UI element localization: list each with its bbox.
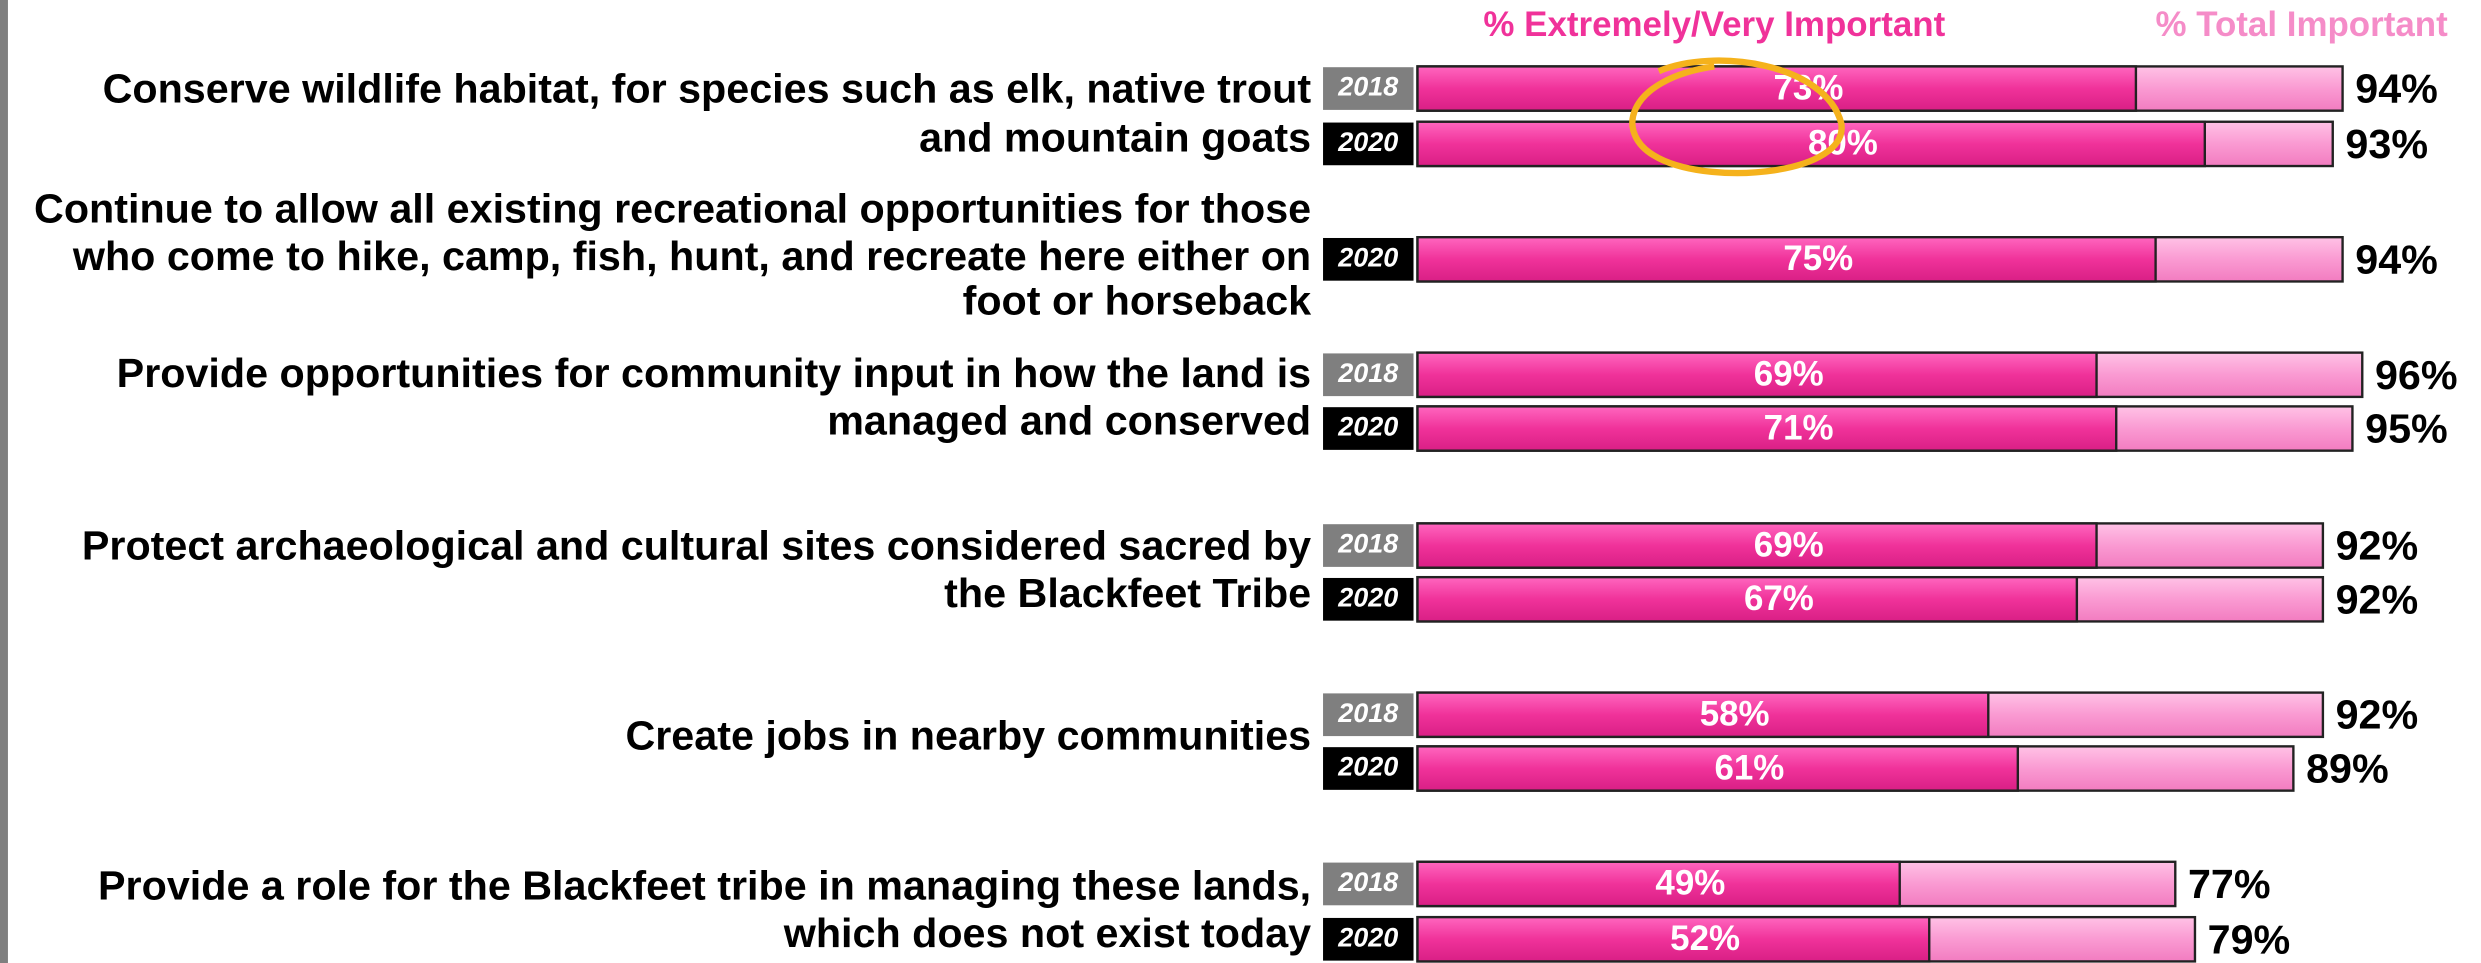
year-label: 2020 [1337,752,1398,782]
year-tag [1321,745,1416,792]
row-label: Provide a role for the Blackfeet tribe i… [98,863,1311,909]
year-label: 2020 [1337,922,1398,952]
row-label: Conserve wildlife habitat, for species s… [103,66,1312,112]
bar-extremely [1416,351,2098,399]
value-label: 71% [1764,408,1834,447]
total-label: 92% [2336,692,2419,738]
row-label: Protect archaeological and cultural site… [82,523,1311,569]
row-label: which does not exist today [783,910,1311,956]
row-label: managed and conserved [827,398,1311,444]
legend-extremely: % Extremely/Very Important [1483,5,1945,44]
value-label: 69% [1754,355,1824,394]
value-label: 61% [1714,748,1784,787]
bar-extremely [1416,522,2098,569]
year-label: 2020 [1337,582,1398,612]
year-tag [1321,351,1416,398]
year-tag [1321,120,1416,167]
bar-extremely [1416,575,2079,623]
year-label: 2018 [1337,867,1398,897]
left-border [0,0,8,963]
total-label: 93% [2345,121,2428,167]
total-label: 89% [2306,746,2389,792]
bar-extremely [1416,745,2020,792]
total-label: 94% [2355,236,2438,282]
annotation-circle [1629,57,1845,177]
year-label: 2018 [1337,358,1398,388]
bars: Conserve wildlife habitat, for species s… [34,65,2458,963]
row-label: the Blackfeet Tribe [944,570,1311,616]
value-label: 69% [1754,525,1824,564]
year-label: 2018 [1337,698,1398,728]
year-label: 2020 [1337,412,1398,442]
row-label: Create jobs in nearby communities [625,712,1311,758]
row-label: Continue to allow all existing recreatio… [34,186,1311,232]
bar-extremely [1416,405,2118,452]
year-tag [1321,916,1416,963]
year-tag [1321,522,1416,569]
year-tag [1321,236,1416,283]
row-label: who come to hike, camp, fish, hunt, and … [72,233,1311,279]
year-label: 2018 [1337,529,1398,559]
bar-extremely [1416,915,1931,963]
year-tag [1321,65,1416,112]
bar-extremely [1416,691,1990,739]
total-label: 96% [2375,352,2458,398]
year-label: 2020 [1337,127,1398,157]
year-tag [1321,691,1416,738]
total-label: 92% [2336,576,2419,622]
value-label: 75% [1783,239,1853,278]
year-tag [1321,576,1416,623]
year-tag [1321,405,1416,452]
year-label: 2020 [1337,242,1398,272]
total-label: 77% [2188,861,2271,907]
total-label: 92% [2336,523,2419,569]
legend-total: % Total Important [2156,5,2449,44]
value-label: 52% [1670,919,1740,958]
total-label: 95% [2365,406,2448,452]
bar-extremely [1416,236,2157,283]
value-label: 67% [1744,579,1814,618]
bar-extremely [1416,860,1901,908]
value-label: 58% [1700,695,1770,734]
total-label: 79% [2208,916,2291,962]
row-label: and mountain goats [919,115,1311,161]
value-label: 49% [1655,864,1725,903]
year-label: 2018 [1337,72,1398,102]
row-label: Provide opportunities for community inpu… [117,350,1311,396]
year-tag [1321,861,1416,907]
total-label: 94% [2355,66,2438,112]
row-label: foot or horseback [963,278,1312,324]
